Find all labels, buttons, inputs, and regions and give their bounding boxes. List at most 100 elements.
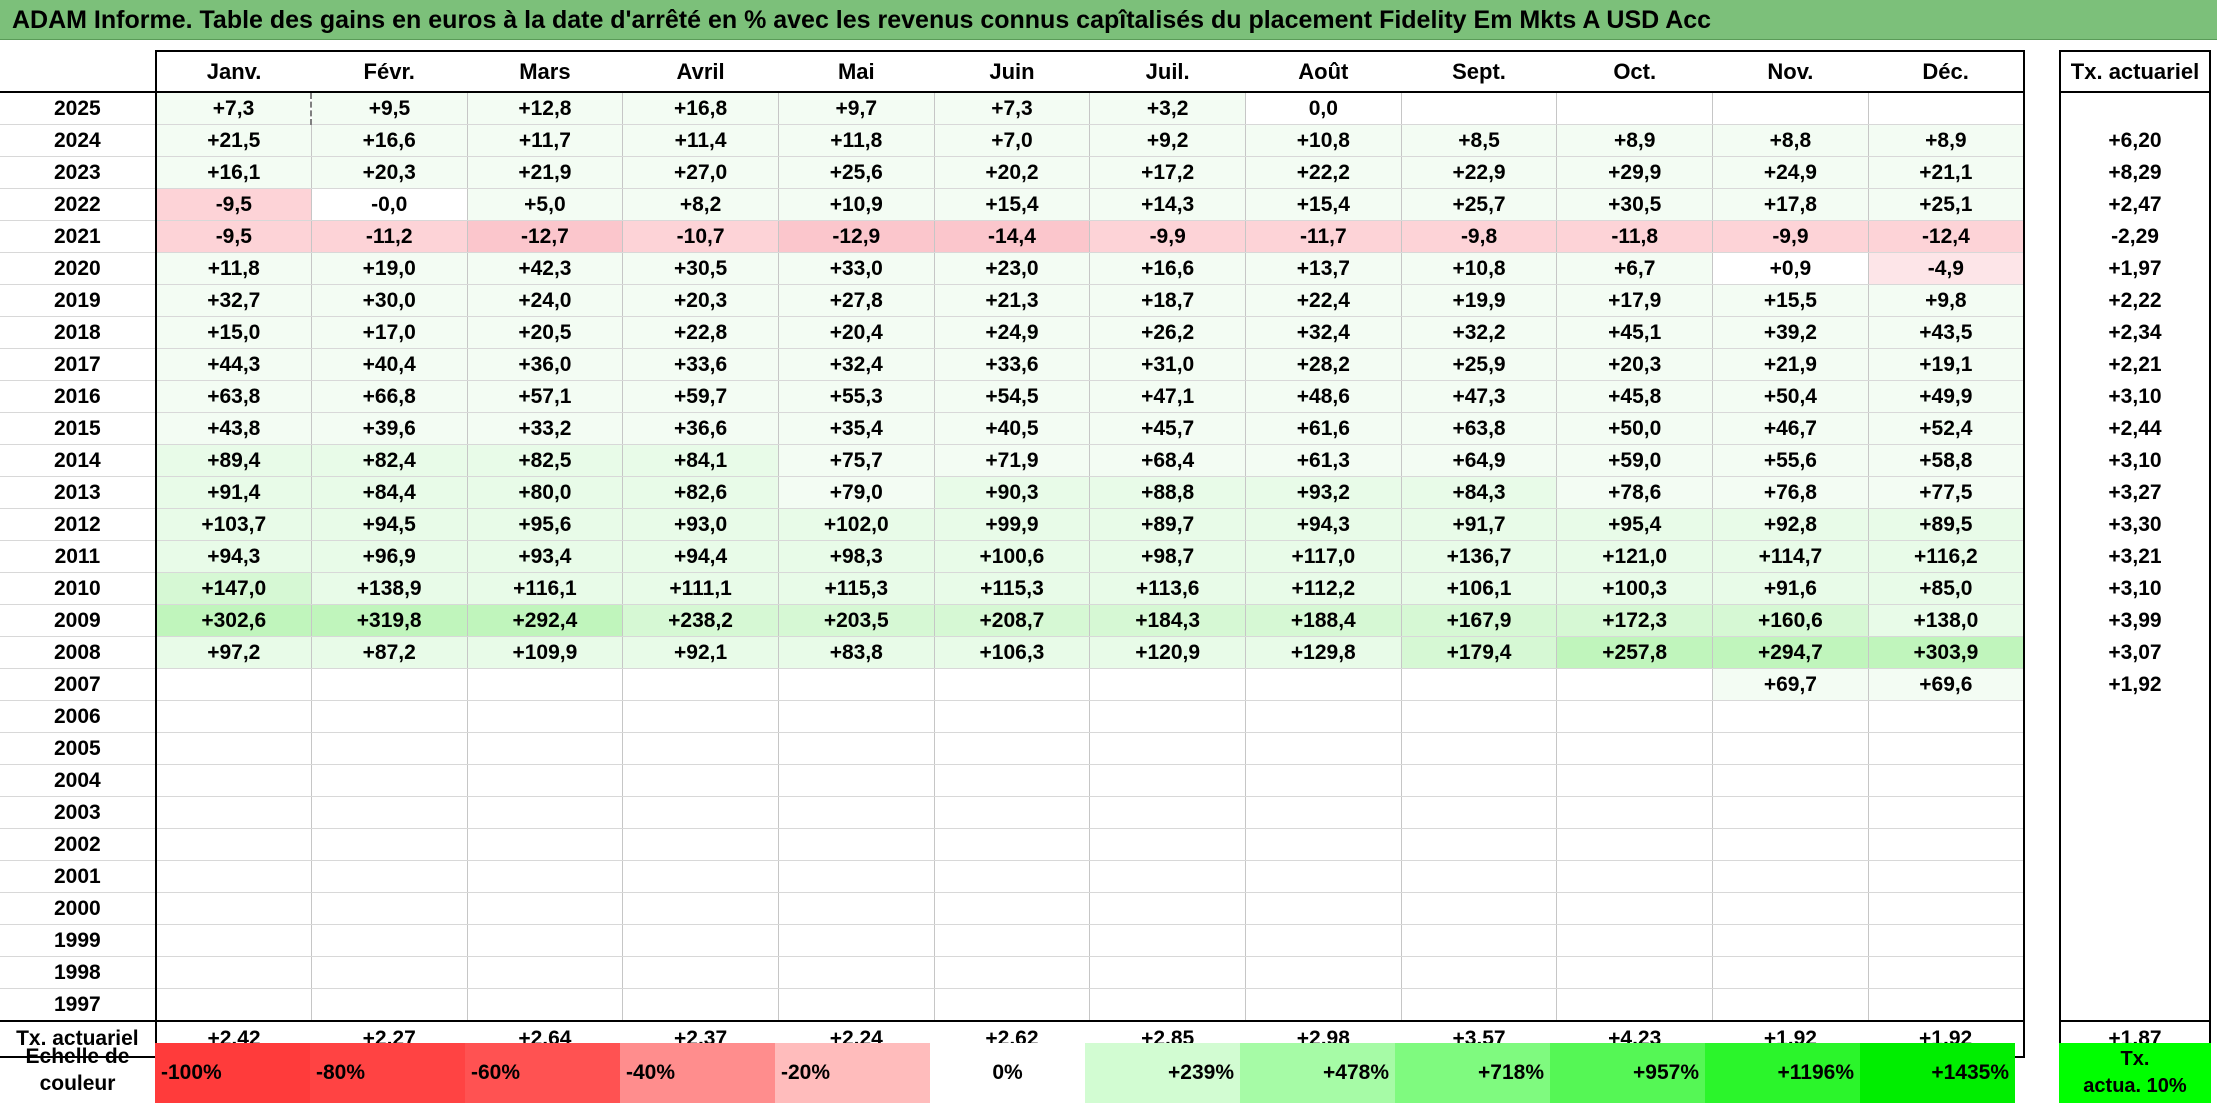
gain-cell bbox=[1089, 924, 1246, 957]
year-row: 2012 +103,7 +94,5 +95,6 +93,0 +102,0 +99,9 +89,… bbox=[0, 508, 2025, 541]
year-label: 2012 bbox=[0, 508, 157, 541]
year-rate-cell: +3,07 bbox=[2059, 636, 2211, 669]
gain-cell bbox=[622, 892, 779, 925]
gain-cell bbox=[1089, 764, 1246, 797]
gain-cell: +22,8 bbox=[622, 316, 779, 349]
gain-cell: +11,4 bbox=[622, 124, 779, 157]
gain-cell: -10,7 bbox=[622, 220, 779, 253]
gain-cell bbox=[1089, 956, 1246, 989]
year-rate-cell: +3,21 bbox=[2059, 540, 2211, 573]
year-label: 1998 bbox=[0, 956, 157, 989]
gain-cell: +6,7 bbox=[1556, 252, 1714, 285]
gain-cell: +48,6 bbox=[1245, 380, 1402, 413]
gain-cell: +61,6 bbox=[1245, 412, 1402, 445]
gain-cell: +302,6 bbox=[155, 604, 312, 637]
gain-cell: +292,4 bbox=[466, 604, 624, 637]
year-row: 2008 +97,2 +87,2 +109,9 +92,1 +83,8 +106,3 +120… bbox=[0, 636, 2025, 669]
gain-cell bbox=[1867, 860, 2025, 893]
gain-cell: +20,3 bbox=[1556, 348, 1714, 381]
gain-cell bbox=[310, 700, 468, 733]
gain-cell bbox=[1400, 924, 1558, 957]
gain-cell bbox=[310, 988, 468, 1022]
gain-cell bbox=[1556, 956, 1714, 989]
gain-cell bbox=[1089, 988, 1246, 1022]
gain-cell bbox=[1245, 828, 1402, 861]
gain-cell bbox=[622, 924, 779, 957]
gain-cell: -0,0 bbox=[310, 188, 468, 221]
gain-cell: +93,4 bbox=[466, 540, 624, 573]
gain-cell: +19,0 bbox=[310, 252, 468, 285]
gain-cell: +7,3 bbox=[155, 91, 313, 125]
gain-cell: +167,9 bbox=[1400, 604, 1558, 637]
gain-cell bbox=[933, 732, 1091, 765]
year-label: 2013 bbox=[0, 476, 157, 509]
gain-cell: +30,5 bbox=[622, 252, 779, 285]
gain-cell bbox=[933, 860, 1091, 893]
gain-cell: -9,9 bbox=[1089, 220, 1246, 253]
gain-cell bbox=[1867, 732, 2025, 765]
gain-cell: +20,2 bbox=[933, 156, 1091, 189]
gain-cell: +32,2 bbox=[1400, 316, 1558, 349]
gain-cell bbox=[155, 860, 312, 893]
gain-cell: +94,5 bbox=[310, 508, 468, 541]
gain-cell: +26,2 bbox=[1089, 316, 1246, 349]
gain-cell bbox=[933, 828, 1091, 861]
gain-cell: +99,9 bbox=[933, 508, 1091, 541]
year-label: 2024 bbox=[0, 124, 157, 157]
gain-cell: +22,9 bbox=[1400, 156, 1558, 189]
year-label: 2022 bbox=[0, 188, 157, 221]
year-rate-cell: +1,97 bbox=[2059, 252, 2211, 285]
gain-cell: +22,2 bbox=[1245, 156, 1402, 189]
gain-cell: +114,7 bbox=[1712, 540, 1869, 573]
gain-cell: +94,3 bbox=[155, 540, 312, 573]
gain-cell bbox=[1400, 92, 1558, 125]
gain-cell bbox=[1400, 956, 1558, 989]
gain-cell bbox=[1089, 668, 1246, 701]
year-rate-cell: +8,29 bbox=[2059, 156, 2211, 189]
gain-cell bbox=[466, 732, 624, 765]
gain-cell: +16,8 bbox=[622, 92, 779, 125]
gain-cell bbox=[777, 988, 935, 1022]
gain-cell bbox=[1245, 796, 1402, 829]
year-row: 2004 bbox=[0, 764, 2025, 797]
year-rate-cell bbox=[2059, 796, 2211, 829]
gain-cell: +57,1 bbox=[466, 380, 624, 413]
gain-cell: +31,0 bbox=[1089, 348, 1246, 381]
gain-cell bbox=[1867, 828, 2025, 861]
gain-cell: +66,8 bbox=[310, 380, 468, 413]
year-label: 2020 bbox=[0, 252, 157, 285]
year-rate-cell: +2,44 bbox=[2059, 412, 2211, 445]
gain-cell bbox=[155, 764, 312, 797]
year-rate-cell: +2,21 bbox=[2059, 348, 2211, 381]
gain-cell bbox=[1556, 796, 1714, 829]
gain-cell bbox=[1089, 860, 1246, 893]
gain-cell: +84,1 bbox=[622, 444, 779, 477]
year-row: 2015 +43,8 +39,6 +33,2 +36,6 +35,4 +40,5 +45,7 +… bbox=[0, 412, 2025, 445]
gain-cell: +94,3 bbox=[1245, 508, 1402, 541]
gain-cell bbox=[777, 892, 935, 925]
year-row: 2019 +32,7 +30,0 +24,0 +20,3 +27,8 +21,3 +18,7 +… bbox=[0, 284, 2025, 317]
gain-cell: +50,0 bbox=[1556, 412, 1714, 445]
gain-cell bbox=[1556, 828, 1714, 861]
gain-cell: +89,5 bbox=[1867, 508, 2025, 541]
gain-cell: +16,6 bbox=[1089, 252, 1246, 285]
gain-cell bbox=[1556, 700, 1714, 733]
gain-cell bbox=[777, 924, 935, 957]
gain-cell bbox=[1712, 828, 1869, 861]
gain-cell bbox=[1400, 700, 1558, 733]
gain-cell bbox=[1400, 892, 1558, 925]
year-row: 2023 +16,1 +20,3 +21,9 +27,0 +25,6 +20,2 +17,2 +… bbox=[0, 156, 2025, 189]
gain-cell bbox=[155, 924, 312, 957]
gain-cell: +98,7 bbox=[1089, 540, 1246, 573]
gain-cell bbox=[1556, 988, 1714, 1022]
gain-cell: +29,9 bbox=[1556, 156, 1714, 189]
gain-cell: +14,3 bbox=[1089, 188, 1246, 221]
gains-table: Janv. Févr. Mars Avril Mai Juin Juil. Août Sept.… bbox=[0, 50, 2025, 1058]
gain-cell: +63,8 bbox=[155, 380, 312, 413]
gain-cell: +21,1 bbox=[1867, 156, 2025, 189]
year-rate-cell bbox=[2059, 764, 2211, 797]
year-rate-cell bbox=[2059, 828, 2211, 861]
gain-cell bbox=[1089, 892, 1246, 925]
gain-cell bbox=[1245, 956, 1402, 989]
gain-cell bbox=[1712, 796, 1869, 829]
